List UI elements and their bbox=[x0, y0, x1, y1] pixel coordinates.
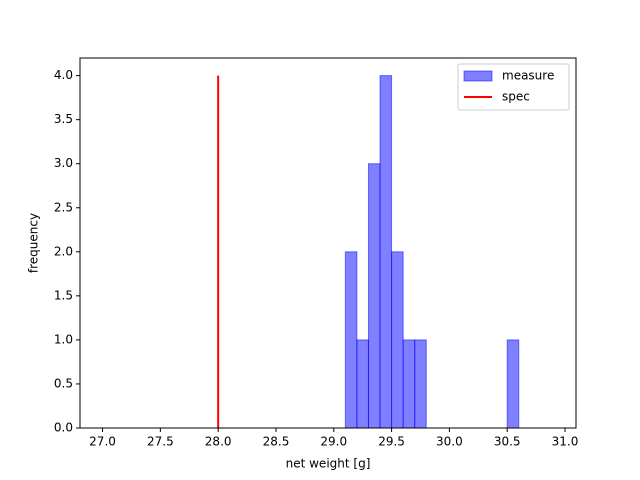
x-axis-label: net weight [g] bbox=[286, 457, 371, 471]
legend-swatch bbox=[463, 70, 493, 82]
bar bbox=[506, 339, 520, 429]
bar bbox=[402, 339, 416, 429]
legend-label: measure bbox=[502, 69, 554, 83]
y-tick-label: 1.0 bbox=[54, 332, 73, 346]
bar bbox=[367, 163, 381, 429]
x-tick-label: 31.0 bbox=[552, 435, 579, 449]
x-tick-label: 28.5 bbox=[263, 435, 290, 449]
x-tick-label: 30.0 bbox=[436, 435, 463, 449]
x-tick-label: 27.0 bbox=[89, 435, 116, 449]
bar bbox=[391, 251, 404, 429]
y-tick-label: 3.5 bbox=[54, 112, 73, 126]
bar bbox=[344, 251, 358, 429]
bar bbox=[356, 339, 369, 429]
y-tick-label: 1.5 bbox=[54, 288, 73, 302]
bar bbox=[379, 75, 393, 429]
x-tick-label: 29.5 bbox=[378, 435, 405, 449]
y-axis-label: frequency bbox=[27, 213, 41, 273]
y-tick-label: 3.0 bbox=[54, 156, 73, 170]
bar bbox=[414, 339, 427, 429]
y-tick-label: 0.5 bbox=[54, 376, 73, 390]
y-tick-label: 4.0 bbox=[54, 68, 73, 82]
x-tick-label: 28.0 bbox=[205, 435, 232, 449]
y-tick-label: 2.0 bbox=[54, 244, 73, 258]
legend-label: spec bbox=[502, 90, 530, 104]
x-tick-label: 30.5 bbox=[494, 435, 521, 449]
y-tick-label: 0.0 bbox=[54, 421, 73, 435]
x-tick-label: 27.5 bbox=[147, 435, 174, 449]
x-tick-label: 29.0 bbox=[320, 435, 347, 449]
y-tick-label: 2.5 bbox=[54, 200, 73, 214]
axes-frame bbox=[79, 57, 577, 429]
